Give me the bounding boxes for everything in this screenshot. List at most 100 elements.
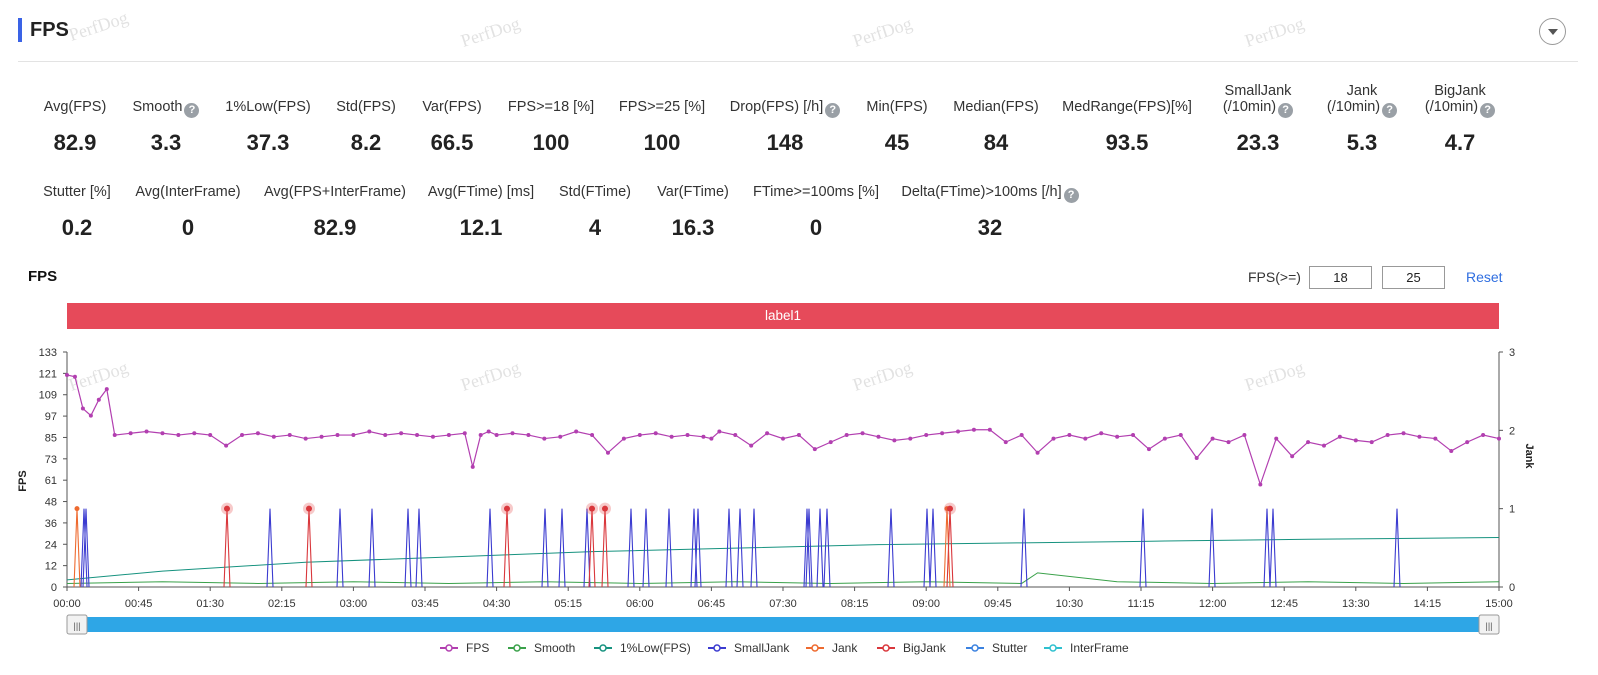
metric-label: Avg(FPS+InterFrame) xyxy=(245,184,425,200)
spike-3 xyxy=(1269,508,1277,588)
fps-point xyxy=(446,433,451,438)
fps-point xyxy=(1369,440,1374,445)
fps-point xyxy=(1481,433,1486,438)
help-icon[interactable]: ? xyxy=(825,103,841,118)
legend-item-4[interactable]: Jank xyxy=(832,641,858,655)
y-tick-label: 36 xyxy=(45,518,57,530)
metric-r2-4: Std(FTime) 4 xyxy=(505,184,685,240)
fps-point xyxy=(1306,440,1311,445)
fps-point xyxy=(637,433,642,438)
spike-3 xyxy=(266,508,274,588)
x-tick-label: 09:00 xyxy=(912,598,940,610)
range-slider-start-handle[interactable] xyxy=(66,614,88,635)
x-tick-label: 09:45 xyxy=(984,598,1012,610)
metric-label: Median(FPS) xyxy=(906,99,1086,115)
fps-point xyxy=(510,431,515,436)
metric-label: Avg(InterFrame) xyxy=(98,184,278,200)
collapse-chevron-icon[interactable] xyxy=(1539,18,1566,45)
fps-point xyxy=(192,431,197,436)
fps-point xyxy=(1083,436,1088,441)
spike-3 xyxy=(923,508,931,588)
fps-point xyxy=(1417,434,1422,439)
spike-3 xyxy=(558,508,566,588)
fps-point xyxy=(1051,436,1056,441)
fps-point xyxy=(72,374,77,379)
y2-tick-label: 2 xyxy=(1509,425,1515,437)
section-header: FPS xyxy=(18,16,1578,62)
fps-point xyxy=(287,433,292,438)
legend-marker-4 xyxy=(811,644,819,652)
x-tick-label: 15:00 xyxy=(1485,598,1513,610)
fps-point xyxy=(335,433,340,438)
metric-label: Std(FPS) xyxy=(276,99,456,115)
metric-label-text: Stutter [%] xyxy=(43,184,111,200)
fps-point xyxy=(542,436,547,441)
fps-point xyxy=(112,433,117,438)
metric-label: Std(FTime) xyxy=(505,184,685,200)
watermark: PerfDog xyxy=(1242,357,1307,395)
metric-r2-0: Stutter [%] 0.2 xyxy=(0,184,167,240)
legend-item-7[interactable]: InterFrame xyxy=(1070,641,1129,655)
range-slider-end-handle[interactable] xyxy=(1478,614,1500,635)
legend-marker-1 xyxy=(513,644,521,652)
metric-label: BigJank (/10min)? xyxy=(1370,83,1550,118)
fps-point xyxy=(1194,456,1199,461)
fps-point xyxy=(1146,447,1151,452)
help-icon[interactable]: ? xyxy=(1382,103,1398,118)
fps-threshold-input-1[interactable] xyxy=(1309,266,1372,289)
spike-3 xyxy=(368,508,376,588)
fps-point xyxy=(558,434,563,439)
fps-point xyxy=(1210,436,1215,441)
y2-tick-label: 0 xyxy=(1509,582,1515,594)
fps-point xyxy=(987,427,992,432)
x-tick-label: 05:15 xyxy=(554,598,582,610)
x-tick-label: 12:00 xyxy=(1199,598,1227,610)
fps-point xyxy=(1131,433,1136,438)
fps-point xyxy=(80,406,85,411)
x-tick-label: 03:00 xyxy=(340,598,368,610)
legend-item-0[interactable]: FPS xyxy=(466,641,489,655)
fps-point xyxy=(1019,433,1024,438)
metric-label: SmallJank (/10min)? xyxy=(1168,83,1348,118)
metric-label-text: BigJank xyxy=(1434,83,1486,99)
legend-item-3[interactable]: SmallJank xyxy=(734,641,790,655)
legend-item-6[interactable]: Stutter xyxy=(992,641,1027,655)
y-tick-label: 73 xyxy=(45,454,57,466)
metric-label: MedRange(FPS)[%] xyxy=(1037,99,1217,115)
legend-item-5[interactable]: BigJank xyxy=(903,641,947,655)
metric-r1-8: Min(FPS) 45 xyxy=(807,99,987,155)
metric-label-text: Min(FPS) xyxy=(866,99,928,115)
fps-point xyxy=(621,436,626,441)
legend-item-1[interactable]: Smooth xyxy=(534,641,575,655)
range-slider-track[interactable] xyxy=(67,617,1499,632)
label-bar[interactable]: label1 xyxy=(67,303,1499,329)
fps-point xyxy=(605,450,610,455)
fps-point xyxy=(88,413,93,418)
help-icon[interactable]: ? xyxy=(184,103,200,118)
bigjank-halo xyxy=(586,502,598,515)
help-icon[interactable]: ? xyxy=(1278,103,1294,118)
metric-label: 1%Low(FPS) xyxy=(178,99,358,115)
metric-label-text: Std(FPS) xyxy=(336,99,396,115)
x-tick-label: 00:00 xyxy=(53,598,81,610)
fps-point xyxy=(351,433,356,438)
legend-item-2[interactable]: 1%Low(FPS) xyxy=(620,641,691,655)
help-icon[interactable]: ? xyxy=(1063,188,1079,203)
fps-point xyxy=(1067,433,1072,438)
spike-3 xyxy=(80,508,88,588)
fps-point xyxy=(828,440,833,445)
bigjank-halo xyxy=(599,502,611,515)
help-icon[interactable]: ? xyxy=(1480,103,1496,118)
x-tick-label: 06:45 xyxy=(698,598,726,610)
fps-point xyxy=(128,431,133,436)
spike-3 xyxy=(486,508,494,588)
fps-threshold-label: FPS(>=) xyxy=(1248,269,1301,285)
reset-button[interactable]: Reset xyxy=(1466,269,1503,285)
metric-label: Smooth? xyxy=(76,99,256,118)
fps-point xyxy=(1290,454,1295,459)
spike-3 xyxy=(816,508,824,588)
fps-point xyxy=(908,436,913,441)
fps-threshold-input-2[interactable] xyxy=(1382,266,1445,289)
bigjank-point xyxy=(306,505,312,512)
spike-4 xyxy=(73,508,81,588)
